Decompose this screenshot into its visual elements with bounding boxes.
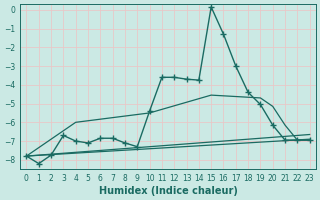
X-axis label: Humidex (Indice chaleur): Humidex (Indice chaleur) (99, 186, 237, 196)
